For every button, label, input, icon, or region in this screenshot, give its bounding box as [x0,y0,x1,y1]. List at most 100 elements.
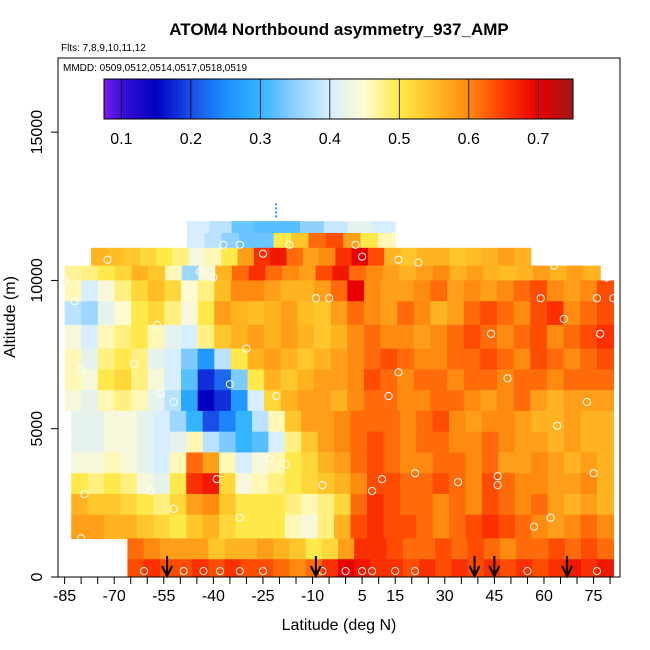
colorbar-swatch [260,79,265,119]
y-axis-label: Altitude (m) [2,276,19,358]
heat-cell [500,559,517,577]
heat-cell [136,452,154,474]
colorbar-swatch [358,79,363,119]
heat-cell [219,452,237,474]
heat-cell [265,265,283,282]
colorbar-swatch [330,79,336,119]
heat-cell [399,410,417,433]
heat-cell [181,324,199,350]
heat-cell [257,538,274,560]
colorbar-swatch [123,79,128,119]
heat-cell [301,452,319,474]
heat-cell [580,369,598,391]
colorbar-swatch [416,79,422,119]
x-tick-label: -70 [103,588,126,605]
x-tick-label: -25 [251,588,274,605]
colorbar-swatch [107,79,113,119]
observation-marker [212,475,221,484]
heat-cell [159,538,177,560]
heat-cell [351,247,369,267]
heat-cell [347,390,365,412]
colorbar-tick-label: 0.6 [458,131,480,148]
heat-cell [546,348,565,370]
heat-cell [416,493,434,516]
heat-cell [114,390,132,412]
heat-cell [131,265,149,282]
heat-cell [413,280,432,302]
heat-cell [240,559,258,577]
heat-cell [219,493,237,516]
heat-cell [547,493,565,516]
colorbar-swatch [119,79,125,119]
observation-marker [589,255,598,264]
heat-cell [71,452,89,474]
colorbar-swatch [565,79,570,119]
heat-cell [64,348,82,370]
colorbar-swatch [569,79,574,119]
heat-cell [449,473,467,495]
heat-cell [214,390,232,412]
colorbar-swatch [248,79,254,119]
heat-cell [530,280,548,302]
heat-cell [349,265,367,282]
heat-cell [580,473,598,495]
heat-cell [317,452,335,474]
heat-cell [214,348,232,370]
heat-cell [400,247,418,267]
heat-cell [247,369,265,391]
heat-cell [169,514,187,540]
heat-cell [71,431,89,454]
heat-cell [338,538,355,560]
heat-cell [181,280,199,302]
profile-arrow [468,556,481,579]
heat-cell [548,559,566,577]
heat-cell [380,348,398,370]
heat-cell [413,390,432,412]
heat-cell [514,431,532,454]
heat-cell [498,410,516,433]
heat-cell [302,247,320,267]
heat-cell [147,280,165,302]
heat-cell [397,390,415,412]
colorbar-swatch [201,79,207,119]
heat-cell [547,473,565,495]
heat-cell [314,390,332,412]
heat-cell [188,247,206,267]
y-axis: 0 5000 10000 15000 [29,110,58,581]
observation-marker [219,240,228,249]
heat-cell [280,390,299,412]
colorbar-swatch [432,79,437,119]
colorbar-swatch [334,79,339,119]
heat-cell [127,559,145,577]
heat-cell [432,410,450,433]
heat-cell [208,559,226,577]
heat-cell [430,301,448,326]
heat-cell [413,301,432,326]
colorbar-swatch [463,79,468,119]
colorbar-swatch [143,79,148,119]
colorbar-swatch [451,79,457,119]
colorbar-swatch [514,79,519,119]
heat-cell [299,221,325,234]
heat-cell [64,369,82,391]
heat-cell [435,538,452,560]
heat-cell [181,390,199,412]
observation-marker [493,472,502,481]
heat-cell [451,559,469,577]
heat-cell [120,452,138,474]
heat-cell [97,369,116,391]
heat-cell [580,410,598,433]
heat-cell [330,324,348,350]
heat-cell [297,369,315,391]
observation-marker [80,489,89,499]
heat-cell [104,410,122,433]
colorbar-swatch [205,79,211,119]
heat-cell [350,452,368,474]
heat-cell [230,348,249,370]
heat-cell [419,559,436,577]
heat-cell [516,265,534,282]
heat-cell [481,410,499,433]
heat-cell [463,301,481,326]
profile-arrows [161,556,574,579]
colorbar-swatch [530,79,535,119]
